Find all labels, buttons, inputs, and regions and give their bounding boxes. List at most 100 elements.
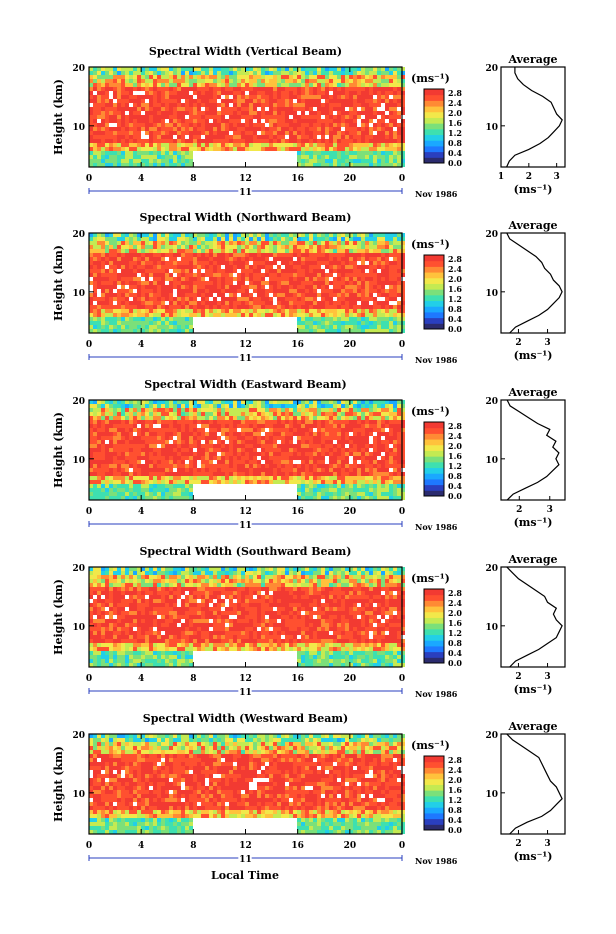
heatmap-cell [109, 95, 113, 99]
heatmap-cell [277, 253, 281, 257]
heatmap-cell [165, 107, 169, 111]
heatmap-cell [269, 83, 273, 87]
heatmap-cell [109, 253, 113, 257]
heatmap-cell [397, 111, 401, 115]
heatmap-cell [369, 87, 373, 91]
heatmap-cell [217, 111, 221, 115]
colorbar-swatch [424, 135, 444, 141]
heatmap-cell [241, 91, 245, 95]
heatmap-cell [157, 159, 161, 163]
heatmap-cell [385, 147, 389, 151]
heatmap-cell [289, 253, 293, 257]
heatmap-cell [289, 265, 293, 269]
heatmap-cell [313, 139, 317, 143]
heatmap-cell [161, 309, 165, 313]
heatmap-cell [273, 79, 277, 83]
heatmap-cell [253, 313, 257, 317]
heatmap-cell [233, 99, 237, 103]
heatmap-cell [293, 317, 297, 321]
heatmap-cell [129, 309, 133, 313]
heatmap-cell [149, 253, 153, 257]
heatmap-cell [277, 71, 281, 75]
heatmap-cell [213, 329, 217, 333]
heatmap-cell [161, 444, 165, 448]
heatmap-cell [233, 233, 237, 237]
heatmap-cell [393, 408, 397, 412]
heatmap-cell [129, 91, 133, 95]
heatmap-cell [277, 428, 281, 432]
heatmap-cell [293, 400, 297, 404]
heatmap-cell [381, 420, 385, 424]
heatmap-cell [233, 87, 237, 91]
heatmap-cell [333, 253, 337, 257]
heatmap-cell [353, 305, 357, 309]
heatmap-cell [161, 75, 165, 79]
heatmap-cell [373, 143, 377, 147]
heatmap-cell [309, 131, 313, 135]
heatmap-cell [201, 115, 205, 119]
heatmap-cell [137, 424, 141, 428]
heatmap-cell [213, 163, 217, 167]
heatmap-cell [257, 309, 261, 313]
colorbar-swatch [424, 283, 444, 289]
heatmap-cell [241, 241, 245, 245]
heatmap-cell [373, 400, 377, 404]
heatmap-cell [385, 313, 389, 317]
heatmap-cell [241, 87, 245, 91]
heatmap-cell [261, 285, 265, 289]
heatmap-cell [321, 99, 325, 103]
heatmap-cell [349, 432, 353, 436]
heatmap-cell [213, 71, 217, 75]
heatmap-cell [365, 277, 369, 281]
heatmap-cell [217, 83, 221, 87]
heatmap-cell [349, 135, 353, 139]
heatmap-cell [153, 277, 157, 281]
heatmap-cell [269, 289, 273, 293]
heatmap-cell [133, 253, 137, 257]
heatmap-cell [93, 233, 97, 237]
heatmap-cell [149, 119, 153, 123]
heatmap-cell [393, 71, 397, 75]
heatmap-cell [141, 432, 145, 436]
heatmap-cell [229, 420, 233, 424]
heatmap-cell [157, 71, 161, 75]
heatmap-cell [125, 83, 129, 87]
heatmap-cell [341, 99, 345, 103]
heatmap-cell [353, 289, 357, 293]
heatmap-cell [193, 107, 197, 111]
heatmap-cell [201, 404, 205, 408]
heatmap-cell [193, 289, 197, 293]
heatmap-cell [305, 71, 309, 75]
heatmap-cell [325, 281, 329, 285]
heatmap-cell [245, 253, 249, 257]
colorbar-tick-label: 0.8 [448, 138, 462, 148]
heatmap-cell [149, 420, 153, 424]
heatmap-cell [145, 269, 149, 273]
heatmap-cell [309, 408, 313, 412]
heatmap-cell [253, 317, 257, 321]
heatmap-cell [249, 103, 253, 107]
heatmap-cell [129, 289, 133, 293]
heatmap-cell [257, 147, 261, 151]
heatmap-cell [385, 159, 389, 163]
heatmap-cell [329, 293, 333, 297]
heatmap-cell [257, 123, 261, 127]
heatmap-cell [229, 321, 233, 325]
heatmap-cell [109, 249, 113, 253]
heatmap-cell [293, 416, 297, 420]
heatmap-cell [265, 261, 269, 265]
heatmap-cell [105, 99, 109, 103]
heatmap-cell [337, 253, 341, 257]
heatmap-cell [105, 233, 109, 237]
heatmap-cell [341, 293, 345, 297]
heatmap-cell [389, 265, 393, 269]
heatmap-cell [129, 321, 133, 325]
heatmap-cell [269, 424, 273, 428]
heatmap-cell [317, 237, 321, 241]
heatmap-cell [121, 71, 125, 75]
heatmap-cell [337, 277, 341, 281]
heatmap-cell [373, 265, 377, 269]
heatmap-cell [389, 408, 393, 412]
heatmap-cell [165, 233, 169, 237]
heatmap-cell [241, 424, 245, 428]
